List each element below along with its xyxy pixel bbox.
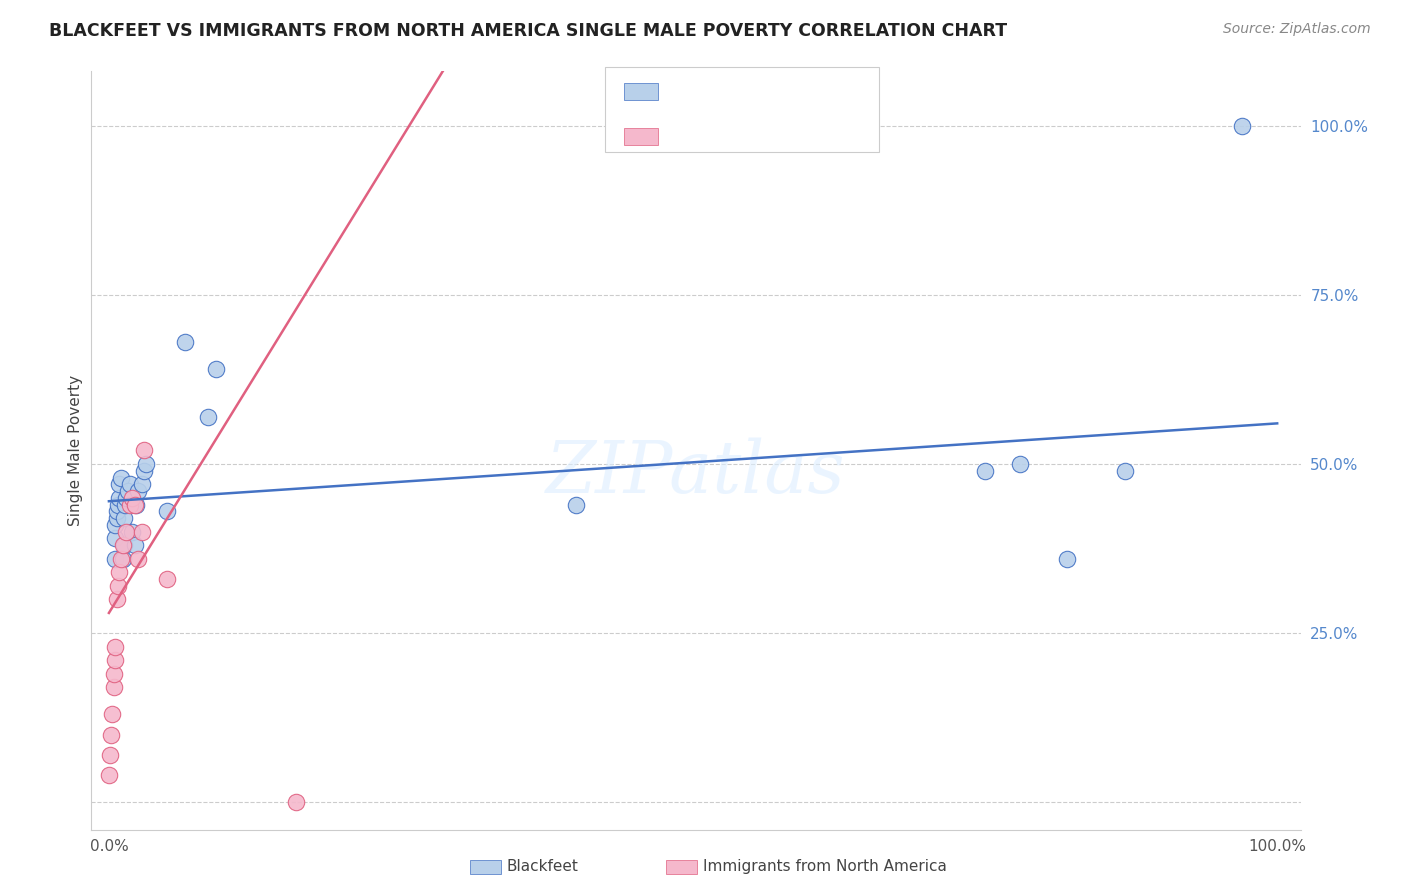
Point: [108, 566, 131, 580]
Point: [112, 538, 135, 552]
Text: R =  0.475   N = 22: R = 0.475 N = 22: [665, 127, 842, 145]
Point: [173, 335, 195, 350]
Point: [104, 517, 127, 532]
Point: [121, 524, 143, 539]
Point: [1230, 119, 1253, 133]
Point: [107, 498, 129, 512]
Point: [284, 796, 307, 810]
Point: [125, 498, 148, 512]
Point: [103, 681, 125, 695]
Point: [127, 484, 149, 499]
Point: [565, 498, 588, 512]
Point: [131, 524, 153, 539]
Point: [110, 470, 132, 484]
Text: ZIPatlas: ZIPatlas: [546, 438, 846, 508]
Point: [1114, 464, 1136, 478]
Point: [104, 551, 127, 566]
Point: [110, 551, 132, 566]
Point: [108, 491, 131, 505]
Point: [131, 477, 153, 491]
Point: [98, 748, 121, 763]
Point: [105, 511, 128, 525]
Point: [97, 768, 120, 782]
Point: [115, 491, 138, 505]
Point: [115, 524, 138, 539]
Point: [114, 498, 136, 512]
Point: [118, 477, 141, 491]
Point: [197, 409, 219, 424]
Point: [124, 498, 146, 512]
Point: [111, 538, 134, 552]
Y-axis label: Single Male Poverty: Single Male Poverty: [67, 375, 83, 526]
Point: [105, 504, 128, 518]
Point: [111, 551, 134, 566]
Point: [104, 532, 127, 546]
Point: [156, 504, 179, 518]
Point: [117, 484, 139, 499]
Text: BLACKFEET VS IMMIGRANTS FROM NORTH AMERICA SINGLE MALE POVERTY CORRELATION CHART: BLACKFEET VS IMMIGRANTS FROM NORTH AMERI…: [49, 22, 1007, 40]
Text: Immigrants from North America: Immigrants from North America: [703, 859, 946, 873]
Point: [112, 511, 135, 525]
Point: [118, 498, 141, 512]
Point: [1056, 551, 1078, 566]
Point: [103, 666, 125, 681]
Point: [107, 579, 129, 593]
Point: [104, 653, 127, 667]
Point: [100, 728, 122, 742]
Point: [132, 443, 155, 458]
Point: [108, 477, 131, 491]
Point: [124, 538, 146, 552]
Point: [205, 362, 228, 376]
Point: [101, 707, 124, 722]
Point: [1010, 457, 1032, 471]
Point: [105, 592, 128, 607]
Point: [127, 551, 149, 566]
Point: [121, 491, 143, 505]
Point: [132, 464, 155, 478]
Point: [156, 572, 179, 586]
Point: [104, 640, 127, 654]
Text: Blackfeet: Blackfeet: [506, 859, 578, 873]
Text: R =  0.152   N = 33: R = 0.152 N = 33: [665, 81, 841, 99]
Point: [974, 464, 997, 478]
Point: [135, 457, 157, 471]
Text: Source: ZipAtlas.com: Source: ZipAtlas.com: [1223, 22, 1371, 37]
